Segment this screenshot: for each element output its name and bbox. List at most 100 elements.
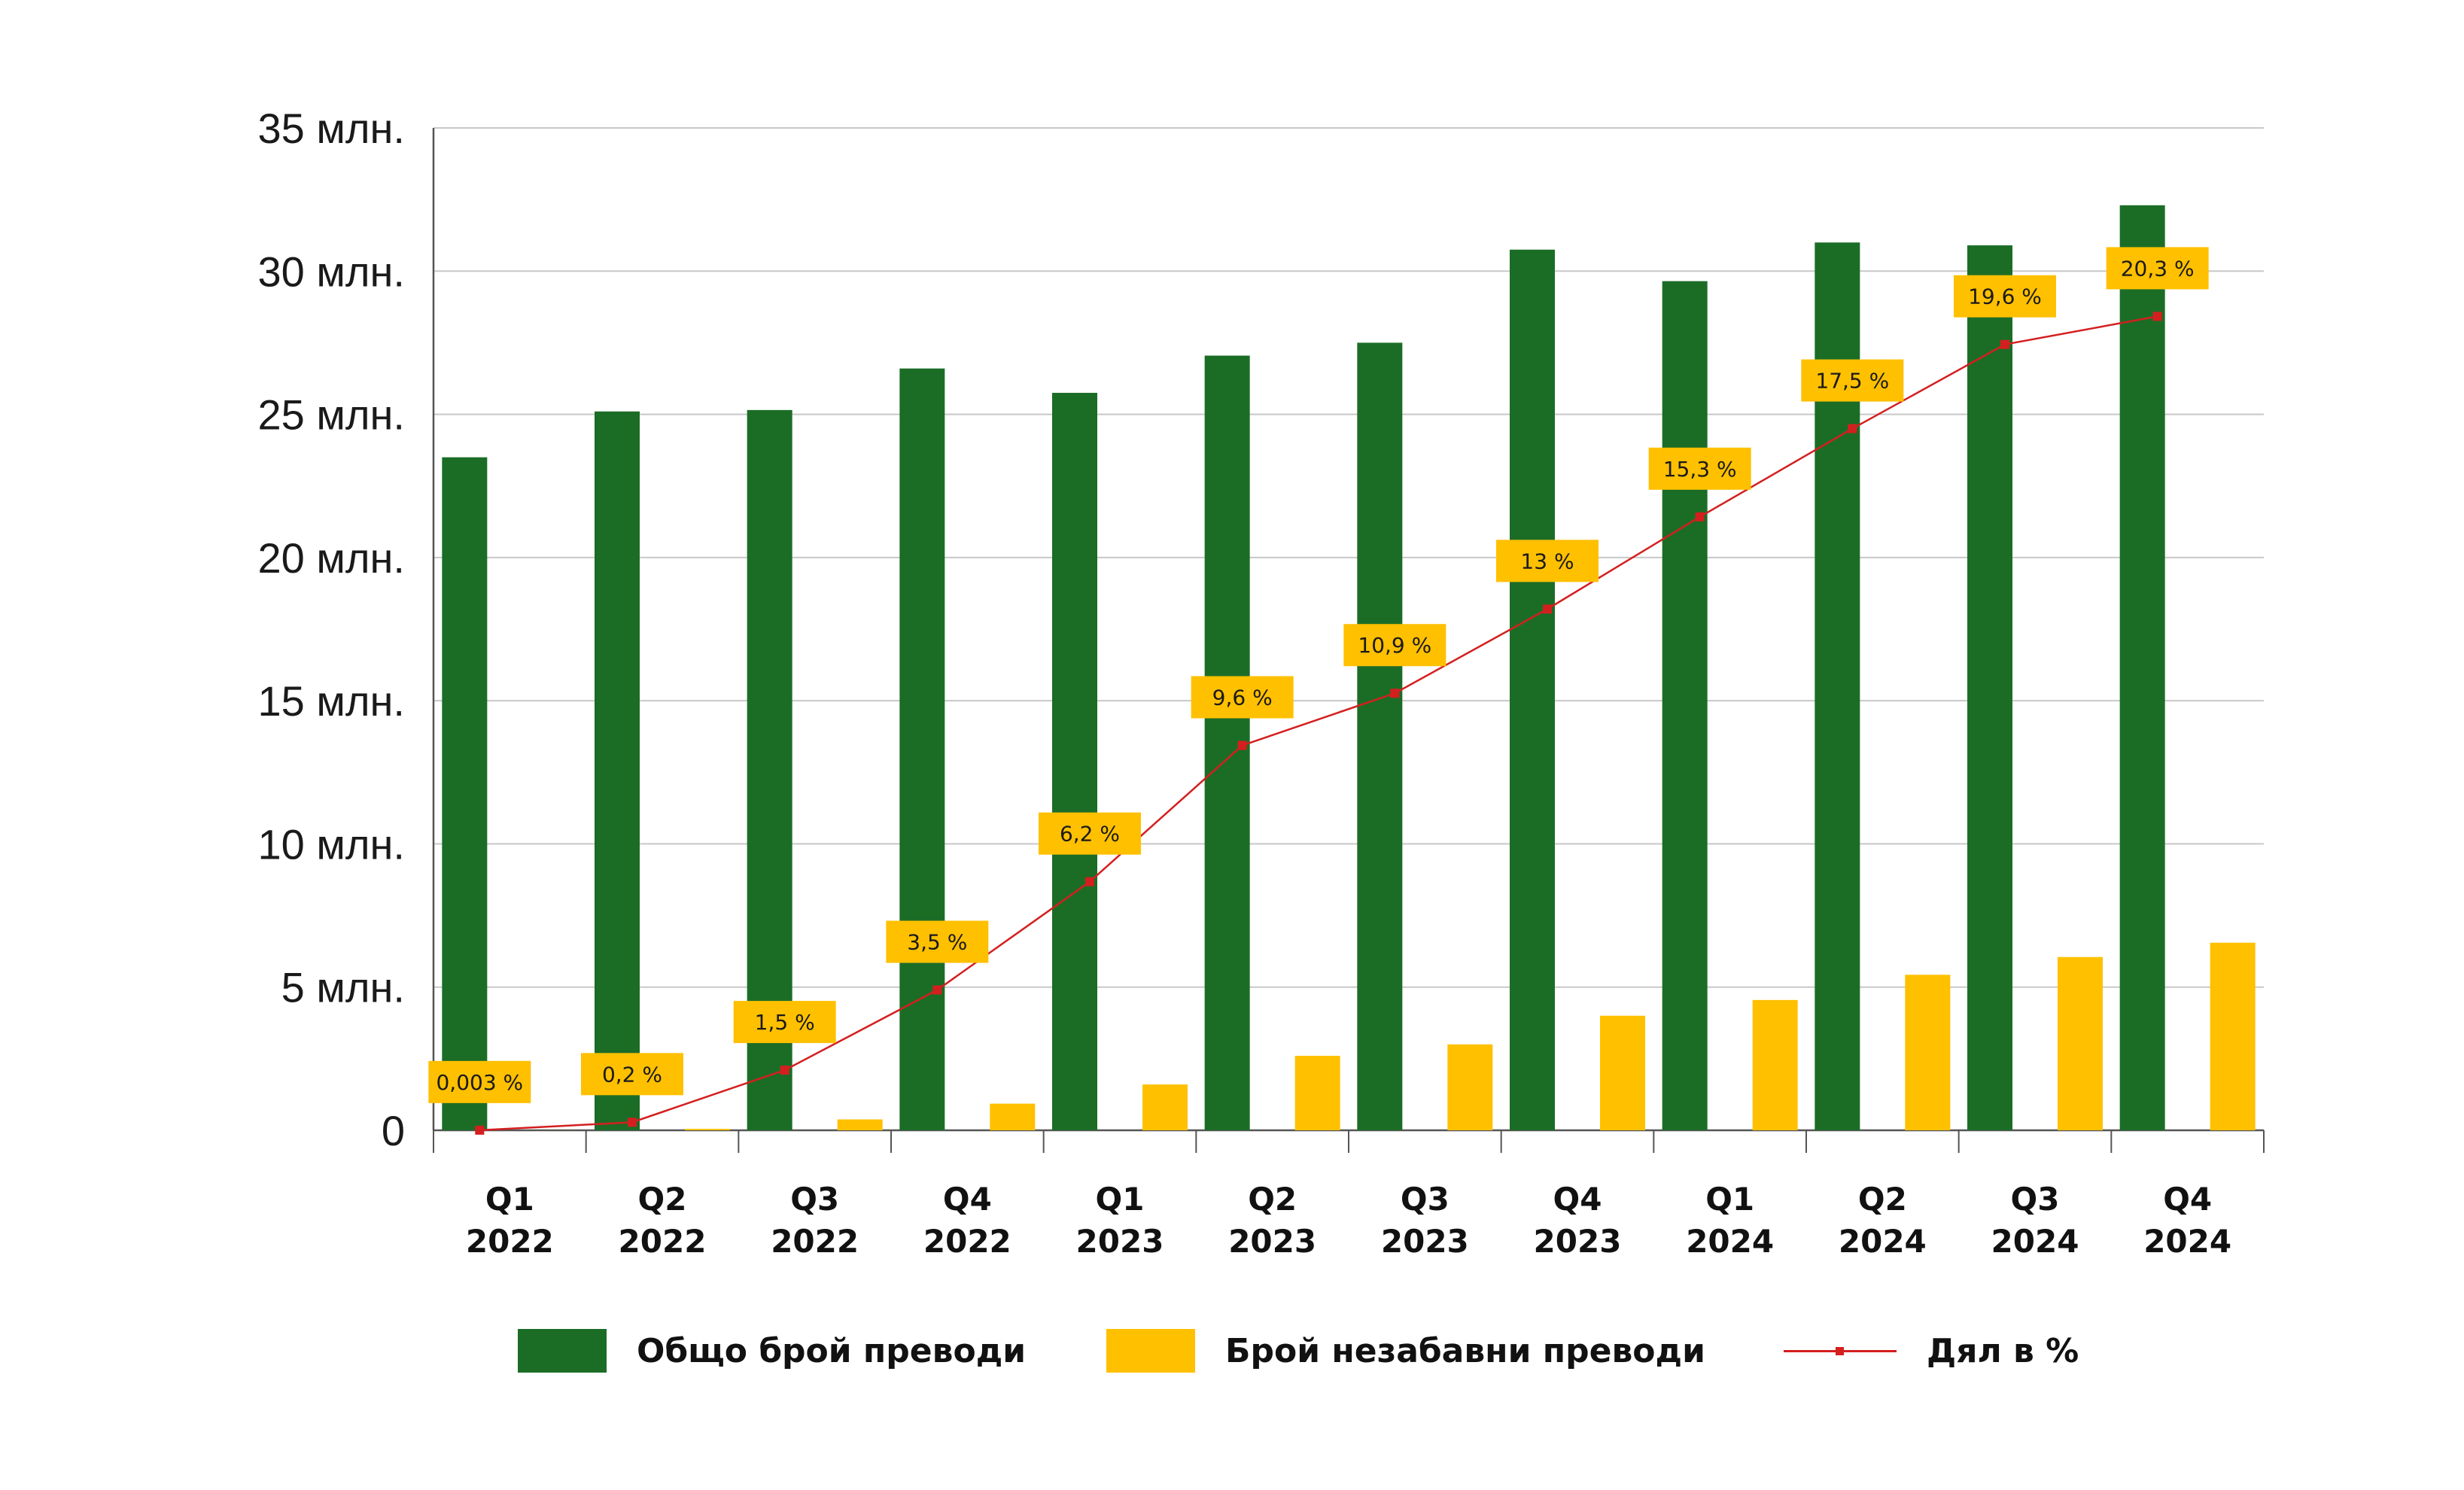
data-label: 10,9 %: [1358, 633, 1431, 658]
bar-total: [1510, 249, 1555, 1130]
x-tick-label-year: 2022: [923, 1223, 1011, 1260]
legend-swatch-total: [518, 1329, 607, 1373]
x-tick-label-quarter: Q1: [1096, 1181, 1145, 1218]
share-marker: [628, 1118, 637, 1127]
data-label: 13 %: [1520, 549, 1574, 573]
x-tick-label-quarter: Q4: [943, 1181, 992, 1218]
legend-label-total: Общо брой преводи: [637, 1331, 1027, 1370]
data-label-box: [886, 920, 989, 963]
bar-instant: [2210, 942, 2256, 1130]
share-marker: [2000, 339, 2009, 349]
data-label-box: [1343, 624, 1446, 667]
x-tick-label-year: 2023: [1228, 1223, 1316, 1260]
x-tick-label-quarter: Q1: [1705, 1181, 1754, 1218]
x-tick-label-quarter: Q3: [1401, 1181, 1450, 1218]
data-label-box: [428, 1060, 531, 1103]
x-tick-labels: Q1 2022 Q2 2022 Q3 2022 Q4 2022 Q1 2023 Q2 2023 Q3 20…: [466, 1181, 2231, 1260]
data-label-box: [1496, 540, 1599, 582]
data-label: 15,3 %: [1663, 457, 1737, 482]
share-marker: [1085, 877, 1094, 886]
data-label-box: [1954, 275, 2056, 318]
y-tick-label: 0: [382, 1107, 405, 1154]
share-marker: [780, 1066, 789, 1075]
bars: [442, 205, 2256, 1131]
y-tick-label: 15 млн.: [257, 677, 405, 725]
legend-item-share: Дял в %: [1784, 1317, 2079, 1385]
legend-item-instant: Брой незабавни преводи: [1106, 1317, 1705, 1385]
x-tick-label-quarter: Q2: [1248, 1181, 1297, 1218]
share-marker: [2152, 312, 2162, 321]
data-label-box: [581, 1053, 683, 1096]
bar-total: [1967, 245, 2012, 1130]
data-label-box: [2106, 247, 2209, 290]
x-tick-label-quarter: Q4: [2163, 1181, 2212, 1218]
bar-instant: [1752, 999, 1798, 1130]
data-label-box: [1191, 676, 1294, 719]
bar-instant: [1294, 1056, 1340, 1130]
data-label: 9,6 %: [1212, 686, 1273, 710]
x-tick-label-quarter: Q4: [1553, 1181, 1602, 1218]
y-tick-label: 35 млн.: [257, 105, 405, 152]
share-line-path: [479, 315, 2158, 1132]
x-tick-label-quarter: Q3: [790, 1181, 839, 1218]
x-tick-label-quarter: Q2: [638, 1181, 687, 1218]
x-tick-label-year: 2023: [1076, 1223, 1164, 1260]
bar-instant: [837, 1119, 883, 1130]
x-tick-label-year: 2022: [619, 1223, 707, 1260]
bar-total: [1662, 281, 1708, 1130]
data-label: 19,6 %: [1968, 284, 2042, 309]
bar-instant: [1905, 975, 1951, 1130]
x-tick-label-year: 2024: [1991, 1223, 2079, 1260]
legend-line-share: [1784, 1329, 1897, 1373]
legend-label-instant: Брой незабавни преводи: [1225, 1331, 1705, 1370]
x-tick-label-year: 2024: [1686, 1223, 1774, 1260]
data-labels: 0,003 % 0,2 % 1,5 % 3,5 % 6,2 % 9,6 % 10,9 % 13…: [428, 247, 2209, 1103]
data-label: 1,5 %: [755, 1010, 815, 1035]
y-tick-label: 25 млн.: [257, 391, 405, 439]
data-label: 0,003 %: [436, 1070, 523, 1095]
x-tick-label-year: 2024: [2143, 1223, 2231, 1260]
x-tick-label-year: 2023: [1381, 1223, 1469, 1260]
bar-instant: [990, 1103, 1036, 1130]
share-marker: [1390, 689, 1400, 698]
bar-instant: [2058, 956, 2103, 1130]
legend-item-total: Общо брой преводи: [518, 1317, 1026, 1385]
bar-instant: [1142, 1084, 1188, 1130]
y-tick-label: 10 млн.: [257, 820, 405, 868]
x-tick-label-quarter: Q1: [485, 1181, 534, 1218]
bar-total: [442, 457, 488, 1130]
bar-instant: [1447, 1044, 1493, 1130]
bar-instant: [1600, 1015, 1645, 1130]
data-label: 20,3 %: [2121, 256, 2195, 281]
y-tick-labels: 0 5 млн. 10 млн. 15 млн. 20 млн. 25 млн. 30 мл…: [257, 105, 405, 1154]
bar-total: [899, 368, 945, 1130]
y-tick-label: 5 млн.: [281, 964, 405, 1011]
legend-swatch-instant: [1106, 1329, 1195, 1373]
data-label: 0,2 %: [602, 1062, 662, 1087]
legend: Общо брой преводи Брой незабавни преводи…: [0, 1317, 2464, 1385]
share-marker: [1695, 512, 1705, 522]
legend-label-share: Дял в %: [1927, 1331, 2079, 1370]
share-line: [475, 312, 2162, 1135]
x-tick-label-year: 2022: [771, 1223, 859, 1260]
share-marker: [932, 985, 942, 995]
x-tick-label-year: 2022: [466, 1223, 554, 1260]
y-tick-label: 30 млн.: [257, 248, 405, 295]
bar-total: [2119, 205, 2165, 1130]
bar-total: [1357, 342, 1403, 1130]
data-label-box: [1648, 447, 1751, 490]
data-label-box: [1039, 812, 1141, 855]
grid-lines: [433, 127, 2264, 988]
data-label-box: [1801, 359, 1904, 402]
share-marker: [1237, 740, 1247, 750]
x-tick-label-year: 2024: [1839, 1223, 1927, 1260]
x-tick-label-quarter: Q3: [2011, 1181, 2060, 1218]
data-label: 3,5 %: [907, 930, 967, 955]
share-marker: [475, 1125, 485, 1135]
bar-total: [595, 411, 640, 1130]
x-tick-label-year: 2023: [1534, 1223, 1622, 1260]
share-marker: [1543, 604, 1552, 614]
x-tick-label-quarter: Q2: [1858, 1181, 1907, 1218]
